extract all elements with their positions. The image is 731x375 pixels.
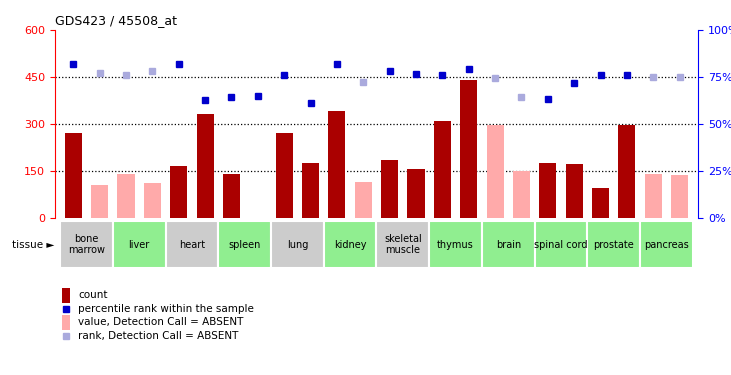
Bar [381, 160, 398, 218]
Bar [65, 133, 82, 218]
Bar [539, 163, 556, 218]
Bar [223, 174, 240, 217]
Bar [91, 185, 108, 218]
Bar [429, 221, 482, 268]
Bar [618, 125, 635, 218]
Text: pancreas: pancreas [644, 240, 689, 250]
Bar [118, 174, 135, 217]
Bar [671, 176, 688, 217]
Text: rank, Detection Call = ABSENT: rank, Detection Call = ABSENT [78, 330, 239, 340]
Bar [461, 80, 477, 218]
Bar [170, 166, 187, 218]
Bar [61, 315, 69, 330]
Bar [407, 169, 425, 217]
Text: brain: brain [496, 240, 521, 250]
Bar [324, 221, 376, 268]
Text: thymus: thymus [437, 240, 474, 250]
Text: value, Detection Call = ABSENT: value, Detection Call = ABSENT [78, 317, 243, 327]
Bar [276, 133, 292, 218]
Bar [433, 121, 451, 218]
Bar [328, 111, 346, 218]
Text: bone
marrow: bone marrow [68, 234, 105, 255]
Text: spinal cord: spinal cord [534, 240, 588, 250]
Bar [645, 174, 662, 217]
Bar [592, 188, 609, 218]
Bar [566, 164, 583, 218]
Text: count: count [78, 290, 108, 300]
Bar [376, 221, 429, 268]
Bar [144, 183, 161, 218]
Text: tissue ►: tissue ► [12, 240, 54, 250]
Text: lung: lung [287, 240, 308, 250]
Text: spleen: spleen [229, 240, 261, 250]
Bar [271, 221, 324, 268]
Bar [487, 125, 504, 218]
Text: prostate: prostate [594, 240, 634, 250]
Text: kidney: kidney [334, 240, 366, 250]
Bar [640, 221, 693, 268]
Bar [60, 221, 113, 268]
Bar [113, 221, 165, 268]
Bar [513, 171, 530, 217]
Bar [482, 221, 534, 268]
Text: liver: liver [129, 240, 150, 250]
Bar [588, 221, 640, 268]
Bar [197, 114, 213, 218]
Bar [302, 163, 319, 218]
Bar [165, 221, 219, 268]
Bar [355, 182, 372, 218]
Text: GDS423 / 45508_at: GDS423 / 45508_at [55, 15, 177, 27]
Bar [219, 221, 271, 268]
Bar [534, 221, 588, 268]
Bar [61, 288, 69, 303]
Text: skeletal
muscle: skeletal muscle [384, 234, 422, 255]
Text: heart: heart [179, 240, 205, 250]
Text: percentile rank within the sample: percentile rank within the sample [78, 303, 254, 313]
